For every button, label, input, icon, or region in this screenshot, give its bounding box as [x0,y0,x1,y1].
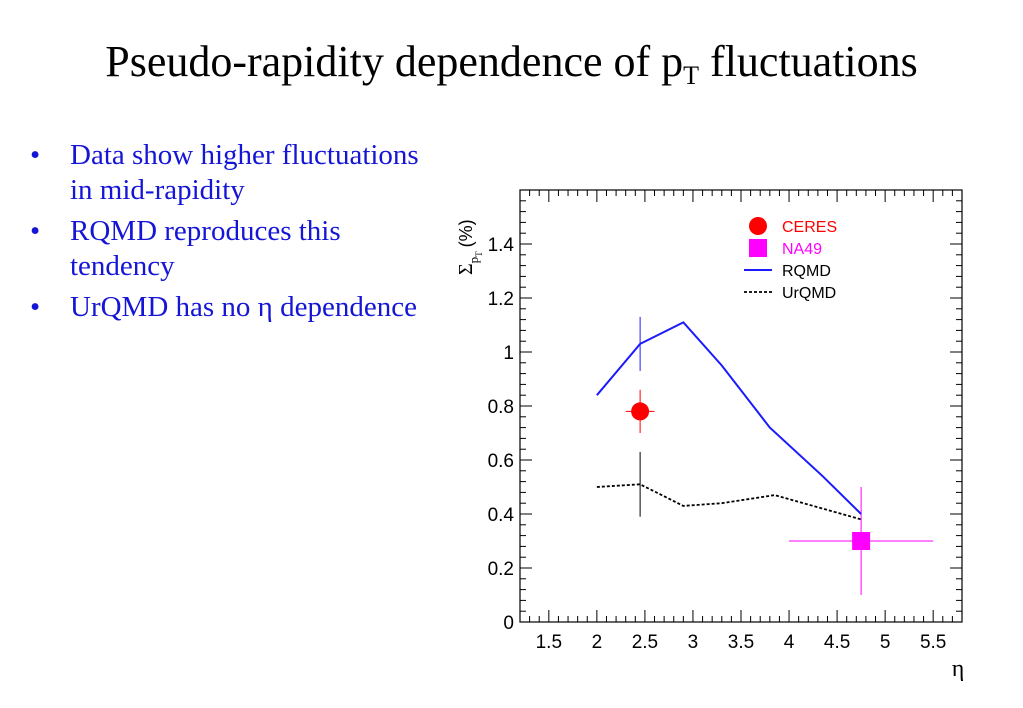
legend-urqmd-label: UrQMD [782,285,836,302]
x-tick-label: 3.5 [728,632,754,653]
y-tick-label: 0.6 [488,451,514,472]
eta-dependence-chart: 1.5 2 2.5 3 3.5 4 4.5 5 5.5 0 0.2 0.4 0.6 0.8 1 1.2 1.4… [455,189,965,682]
na49-data-point [852,532,871,550]
y-tick-label: 0.2 [488,559,514,580]
x-tick-label: 5 [880,632,891,653]
y-axis-label-sub: p [466,257,481,264]
bullet-marker: • [30,291,41,323]
x-tick-label: 4 [784,632,795,653]
bullet-item: • Data show higher fluctuations in mid-ra… [30,139,419,206]
legend-ceres-label: CERES [782,219,837,236]
series-layer [596,316,934,595]
legend-rqmd-label: RQMD [782,263,831,280]
bullet-marker: • [30,139,41,171]
axis-ticks [519,189,963,623]
x-tick-label: 5.5 [920,632,946,653]
x-axis-label: η [952,656,965,682]
legend-ceres-swatch [749,217,767,235]
x-tick-label: 4.5 [824,632,850,653]
y-tick-label: 0.8 [488,397,514,418]
x-tick-label: 1.5 [536,632,562,653]
bullet-item: • UrQMD has no η dependence [30,291,417,323]
y-axis-label-subsub: T [474,251,484,257]
ceres-data-point [631,402,650,421]
legend-na49-swatch [749,239,767,257]
y-tick-label: 0 [503,613,514,634]
y-tick-label: 0.4 [488,505,515,526]
x-tick-labels: 1.5 2 2.5 3 3.5 4 4.5 5 5.5 [536,632,947,653]
slide-title: Pseudo-rapidity dependence of pT fluctua… [105,37,918,90]
y-axis-label: ΣpT (%) [455,219,484,275]
y-tick-label: 1.4 [488,235,515,256]
y-tick-label: 1.2 [488,289,514,310]
y-axis-label-unit: (%) [456,219,476,247]
bullet-item: • RQMD reproduces this tendency [30,215,341,282]
y-tick-labels: 0 0.2 0.4 0.6 0.8 1 1.2 1.4 [488,235,515,634]
y-axis-label-symbol: Σ [455,263,477,275]
svg-text:ΣpT(%): ΣpT (%) [455,219,484,275]
legend-na49-label: NA49 [782,241,822,258]
x-tick-label: 2 [592,632,603,653]
plot-frame [519,189,963,623]
y-tick-label: 1 [503,343,514,364]
bullet-list: • Data show higher fluctuations in mid-ra… [30,138,440,331]
x-tick-label: 3 [688,632,699,653]
bullet-marker: • [30,215,41,247]
legend: CERES NA49 RQMD UrQMD [744,217,837,302]
x-tick-label: 2.5 [632,632,658,653]
urqmd-series-line [596,483,862,521]
